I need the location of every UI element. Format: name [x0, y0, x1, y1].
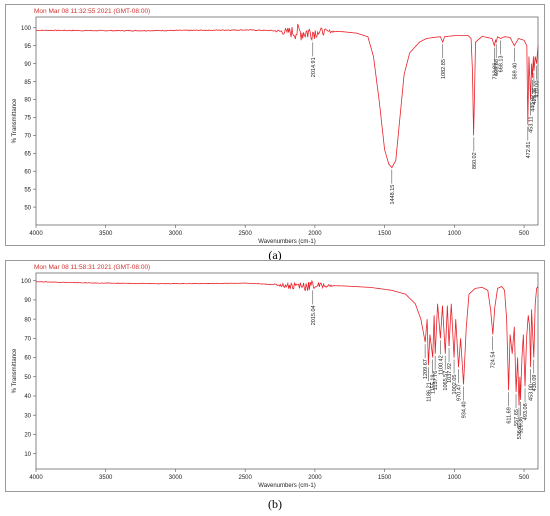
- chart1-peak-label: 1209.67: [423, 359, 429, 379]
- spectrum-chart-a: 50 55 60 65 70 75 80 85 90 95 100 4000 3500 3000 2500 2…: [12, 16, 541, 245]
- chart0-y-tick-label: 60: [24, 169, 31, 175]
- chart1-y-tick-label: 70: [24, 337, 31, 343]
- chart1-peak-label: 1002.05: [452, 375, 458, 395]
- chart1-x-tick-label: 3000: [169, 475, 183, 481]
- chart0-y-tick-label: 70: [24, 134, 31, 140]
- chart1-x-tick-label: 500: [519, 475, 530, 481]
- chart1-peak-label: 493.08: [523, 403, 529, 420]
- chart1-x-tick-label: 2500: [238, 475, 252, 481]
- chart0-x-tick-label: 2000: [308, 231, 322, 237]
- chart0-x-tick-label: 1500: [378, 231, 392, 237]
- chart1-y-tick-label: 80: [24, 317, 31, 323]
- chart1-y-tick-label: 50: [24, 375, 31, 381]
- chart1-peak-label: 430.09: [532, 375, 538, 392]
- chart0-x-tick-label: 3500: [99, 231, 113, 237]
- chart0-peak-label: 429.36: [532, 88, 538, 105]
- chart0-x-tick-label: 2500: [238, 231, 252, 237]
- chart0-y-tick-label: 55: [24, 187, 31, 193]
- chart0-y-tick-label: 65: [24, 151, 31, 157]
- chart0-peak-label: 860.02: [472, 152, 478, 169]
- chart0-x-tick-label: 4000: [29, 231, 43, 237]
- chart0-peak-label: 712.86: [492, 63, 498, 80]
- chart1-y-tick-label: 20: [24, 433, 31, 439]
- timestamp-a: Mon Mar 08 11:32:55 2021 (GMT-08:00): [34, 8, 151, 15]
- chart1-x-tick-label: 3500: [99, 475, 113, 481]
- chart0-x-axis-label: Wavenumbers (cm-1): [258, 239, 315, 245]
- chart0-y-tick-label: 75: [24, 116, 31, 122]
- chart1-x-tick-label: 1500: [378, 475, 392, 481]
- chart1-y-axis-label: % Transmittance: [12, 348, 18, 393]
- chart0-peak-label: 569.40: [512, 63, 518, 80]
- chart1-y-tick-label: 40: [24, 394, 31, 400]
- chart0-peak-label: 1448.15: [390, 185, 396, 205]
- chart1-peak-label: 724.54: [491, 351, 497, 368]
- chart1-peak-label: 934.40: [461, 401, 467, 418]
- chart0-plot-frame: [35, 16, 539, 226]
- chart0-x-tick-label: 1000: [448, 231, 462, 237]
- chart0-y-tick-label: 85: [24, 80, 31, 86]
- chart1-x-tick-label: 2000: [308, 475, 322, 481]
- chart1-y-tick-label: 100: [21, 279, 32, 285]
- chart0-peak-label: 472.81: [526, 142, 532, 159]
- figure-caption-b: (b): [268, 497, 282, 511]
- chart0-x-tick-label: 3000: [169, 231, 183, 237]
- figure-caption-a: (a): [268, 248, 282, 262]
- chart0-y-axis-label: % Transmittance: [12, 98, 18, 143]
- spectrum-panel-b: Mon Mar 08 11:58:31 2021 (GMT-08:00) 10 2…: [5, 260, 545, 492]
- chart1-peak-label: 1186.21: [426, 382, 432, 401]
- chart0-y-tick-label: 95: [24, 44, 31, 50]
- chart0-peak-label: 2014.91: [311, 57, 317, 77]
- chart1-peak-label: 536.61: [517, 423, 523, 440]
- chart0-peak-label: 410.00: [535, 81, 541, 98]
- chart0-y-tick-label: 100: [21, 26, 32, 32]
- chart1-y-tick-label: 10: [24, 452, 31, 458]
- chart1-peak-label: 1037.92: [447, 363, 453, 383]
- chart1-peak-label: 2015.04: [311, 305, 317, 325]
- timestamp-b: Mon Mar 08 11:58:31 2021 (GMT-08:00): [34, 264, 151, 271]
- chart0-peak-label: 699.88: [494, 59, 500, 76]
- chart1-y-tick-label: 30: [24, 413, 31, 419]
- chart1-peak-label: 526.36: [518, 417, 524, 434]
- chart1-peak-label: 1065.57: [443, 371, 449, 391]
- chart0-y-tick-label: 80: [24, 98, 31, 104]
- chart1-peak-label: 611.69: [506, 407, 512, 423]
- chart1-spectrum-line: [35, 279, 539, 406]
- chart1-peak-label: 557.65: [514, 409, 520, 426]
- chart1-peak-label: 1155.18: [431, 375, 437, 394]
- spectrum-chart-b: 10 20 30 40 50 60 70 80 90 100 4000 3500 3000 2500 200…: [12, 272, 539, 489]
- chart0-peak-label: 668.13: [499, 56, 505, 73]
- chart0-y-tick-label: 50: [24, 205, 31, 211]
- chart0-y-tick-label: 90: [24, 62, 31, 68]
- chart1-y-tick-label: 60: [24, 356, 31, 362]
- spectrum-panel-a: Mon Mar 08 11:32:55 2021 (GMT-08:00) 50 5…: [5, 4, 545, 246]
- chart0-x-tick-label: 500: [519, 231, 530, 237]
- chart1-x-axis-label: Wavenumbers (cm-1): [258, 483, 315, 489]
- chart1-x-tick-label: 1000: [448, 475, 462, 481]
- chart1-x-tick-label: 4000: [29, 475, 43, 481]
- chart0-peak-label: 453.11: [529, 116, 535, 132]
- chart0-spectrum-line: [35, 23, 539, 169]
- chart0-peak-label: 1082.85: [441, 59, 447, 79]
- chart1-plot-frame: [35, 272, 539, 470]
- chart1-peak-label: 453.00: [529, 384, 535, 401]
- chart1-peak-label: 970.47: [456, 384, 462, 401]
- chart0-peak-label: 440.02: [530, 95, 536, 112]
- chart1-y-tick-label: 90: [24, 298, 31, 304]
- chart1-peak-label: 1137.76: [433, 371, 439, 390]
- chart1-peak-label: 1100.42: [438, 355, 444, 374]
